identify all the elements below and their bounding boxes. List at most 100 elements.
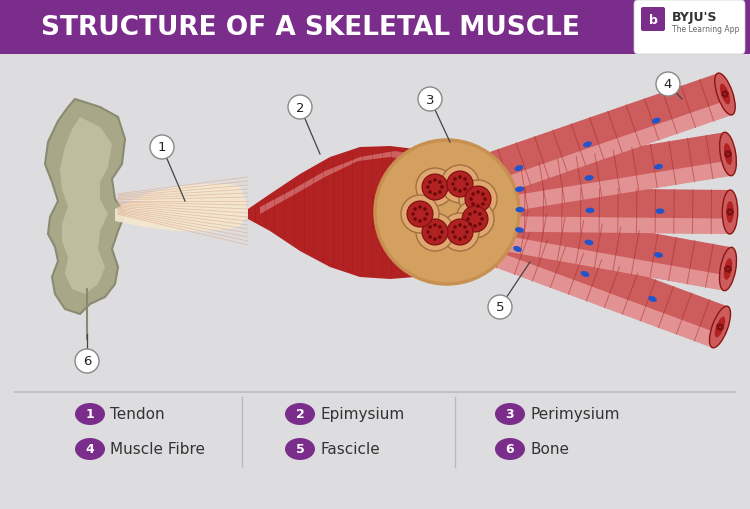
Circle shape (375, 140, 519, 285)
Ellipse shape (652, 119, 661, 124)
Circle shape (466, 218, 470, 221)
Circle shape (458, 224, 462, 228)
Text: Bone: Bone (530, 442, 569, 457)
Ellipse shape (720, 133, 736, 177)
Circle shape (419, 220, 422, 223)
Circle shape (433, 193, 436, 196)
Ellipse shape (495, 403, 525, 425)
Polygon shape (446, 133, 731, 221)
Polygon shape (60, 118, 112, 294)
Circle shape (478, 223, 482, 227)
Circle shape (471, 193, 475, 196)
Text: BYJU'S: BYJU'S (672, 11, 718, 23)
Ellipse shape (720, 84, 730, 105)
Ellipse shape (580, 271, 590, 277)
Circle shape (488, 295, 512, 319)
FancyBboxPatch shape (0, 0, 750, 55)
Circle shape (730, 213, 733, 216)
Circle shape (730, 209, 733, 212)
Circle shape (440, 231, 444, 234)
Circle shape (724, 91, 727, 94)
Polygon shape (451, 161, 731, 221)
Circle shape (726, 93, 729, 96)
Polygon shape (115, 185, 248, 232)
Ellipse shape (654, 164, 663, 170)
Circle shape (482, 193, 484, 196)
Text: 6: 6 (82, 355, 92, 368)
Circle shape (722, 92, 724, 95)
Ellipse shape (654, 252, 663, 258)
Ellipse shape (715, 74, 735, 116)
Circle shape (438, 236, 442, 239)
Circle shape (441, 165, 479, 204)
Circle shape (419, 206, 422, 209)
Polygon shape (248, 147, 445, 279)
Circle shape (288, 96, 312, 120)
Circle shape (433, 238, 436, 241)
Circle shape (422, 219, 448, 245)
Ellipse shape (656, 209, 664, 214)
Text: Tendon: Tendon (110, 407, 165, 421)
Circle shape (722, 94, 724, 97)
Circle shape (465, 187, 491, 213)
Circle shape (464, 226, 466, 230)
Polygon shape (450, 188, 730, 235)
Circle shape (483, 198, 487, 202)
FancyBboxPatch shape (641, 8, 665, 32)
Circle shape (476, 191, 480, 194)
Circle shape (150, 136, 174, 160)
Circle shape (719, 328, 722, 331)
Polygon shape (446, 198, 732, 291)
Circle shape (458, 190, 462, 193)
Circle shape (465, 231, 469, 234)
Circle shape (447, 219, 473, 245)
Ellipse shape (722, 191, 738, 235)
Ellipse shape (648, 296, 657, 302)
Circle shape (418, 88, 442, 112)
Ellipse shape (710, 306, 730, 348)
Circle shape (423, 218, 427, 221)
Ellipse shape (285, 403, 315, 425)
Circle shape (721, 327, 724, 330)
Circle shape (452, 183, 454, 186)
Ellipse shape (515, 208, 524, 213)
Text: The Learning App: The Learning App (672, 25, 740, 35)
Circle shape (728, 213, 730, 216)
Text: 5: 5 (296, 443, 304, 456)
Circle shape (473, 225, 477, 229)
Ellipse shape (285, 438, 315, 460)
Circle shape (428, 236, 432, 239)
Circle shape (726, 211, 729, 214)
Circle shape (725, 95, 728, 98)
Circle shape (476, 205, 480, 208)
Text: 2: 2 (296, 101, 304, 115)
Text: Perimysium: Perimysium (530, 407, 620, 421)
Circle shape (433, 179, 436, 182)
Ellipse shape (515, 228, 524, 233)
Text: 2: 2 (296, 408, 304, 420)
Circle shape (411, 213, 415, 216)
Polygon shape (442, 207, 728, 348)
Circle shape (478, 213, 482, 216)
Polygon shape (442, 74, 732, 210)
Text: 1: 1 (158, 141, 166, 154)
Ellipse shape (515, 187, 524, 192)
Ellipse shape (719, 248, 736, 291)
Text: STRUCTURE OF A SKELETAL MUSCLE: STRUCTURE OF A SKELETAL MUSCLE (40, 15, 580, 41)
Ellipse shape (724, 144, 732, 165)
Circle shape (428, 181, 432, 184)
Text: 6: 6 (506, 443, 515, 456)
Ellipse shape (715, 317, 725, 338)
Circle shape (723, 96, 726, 99)
Circle shape (441, 214, 479, 251)
Text: 4: 4 (86, 443, 94, 456)
Polygon shape (442, 234, 718, 348)
Circle shape (731, 211, 734, 214)
Ellipse shape (586, 208, 595, 214)
Text: 3: 3 (506, 408, 515, 420)
Circle shape (728, 270, 730, 273)
Text: 5: 5 (496, 301, 504, 314)
Circle shape (721, 324, 724, 327)
Circle shape (407, 202, 433, 228)
Ellipse shape (584, 142, 592, 148)
